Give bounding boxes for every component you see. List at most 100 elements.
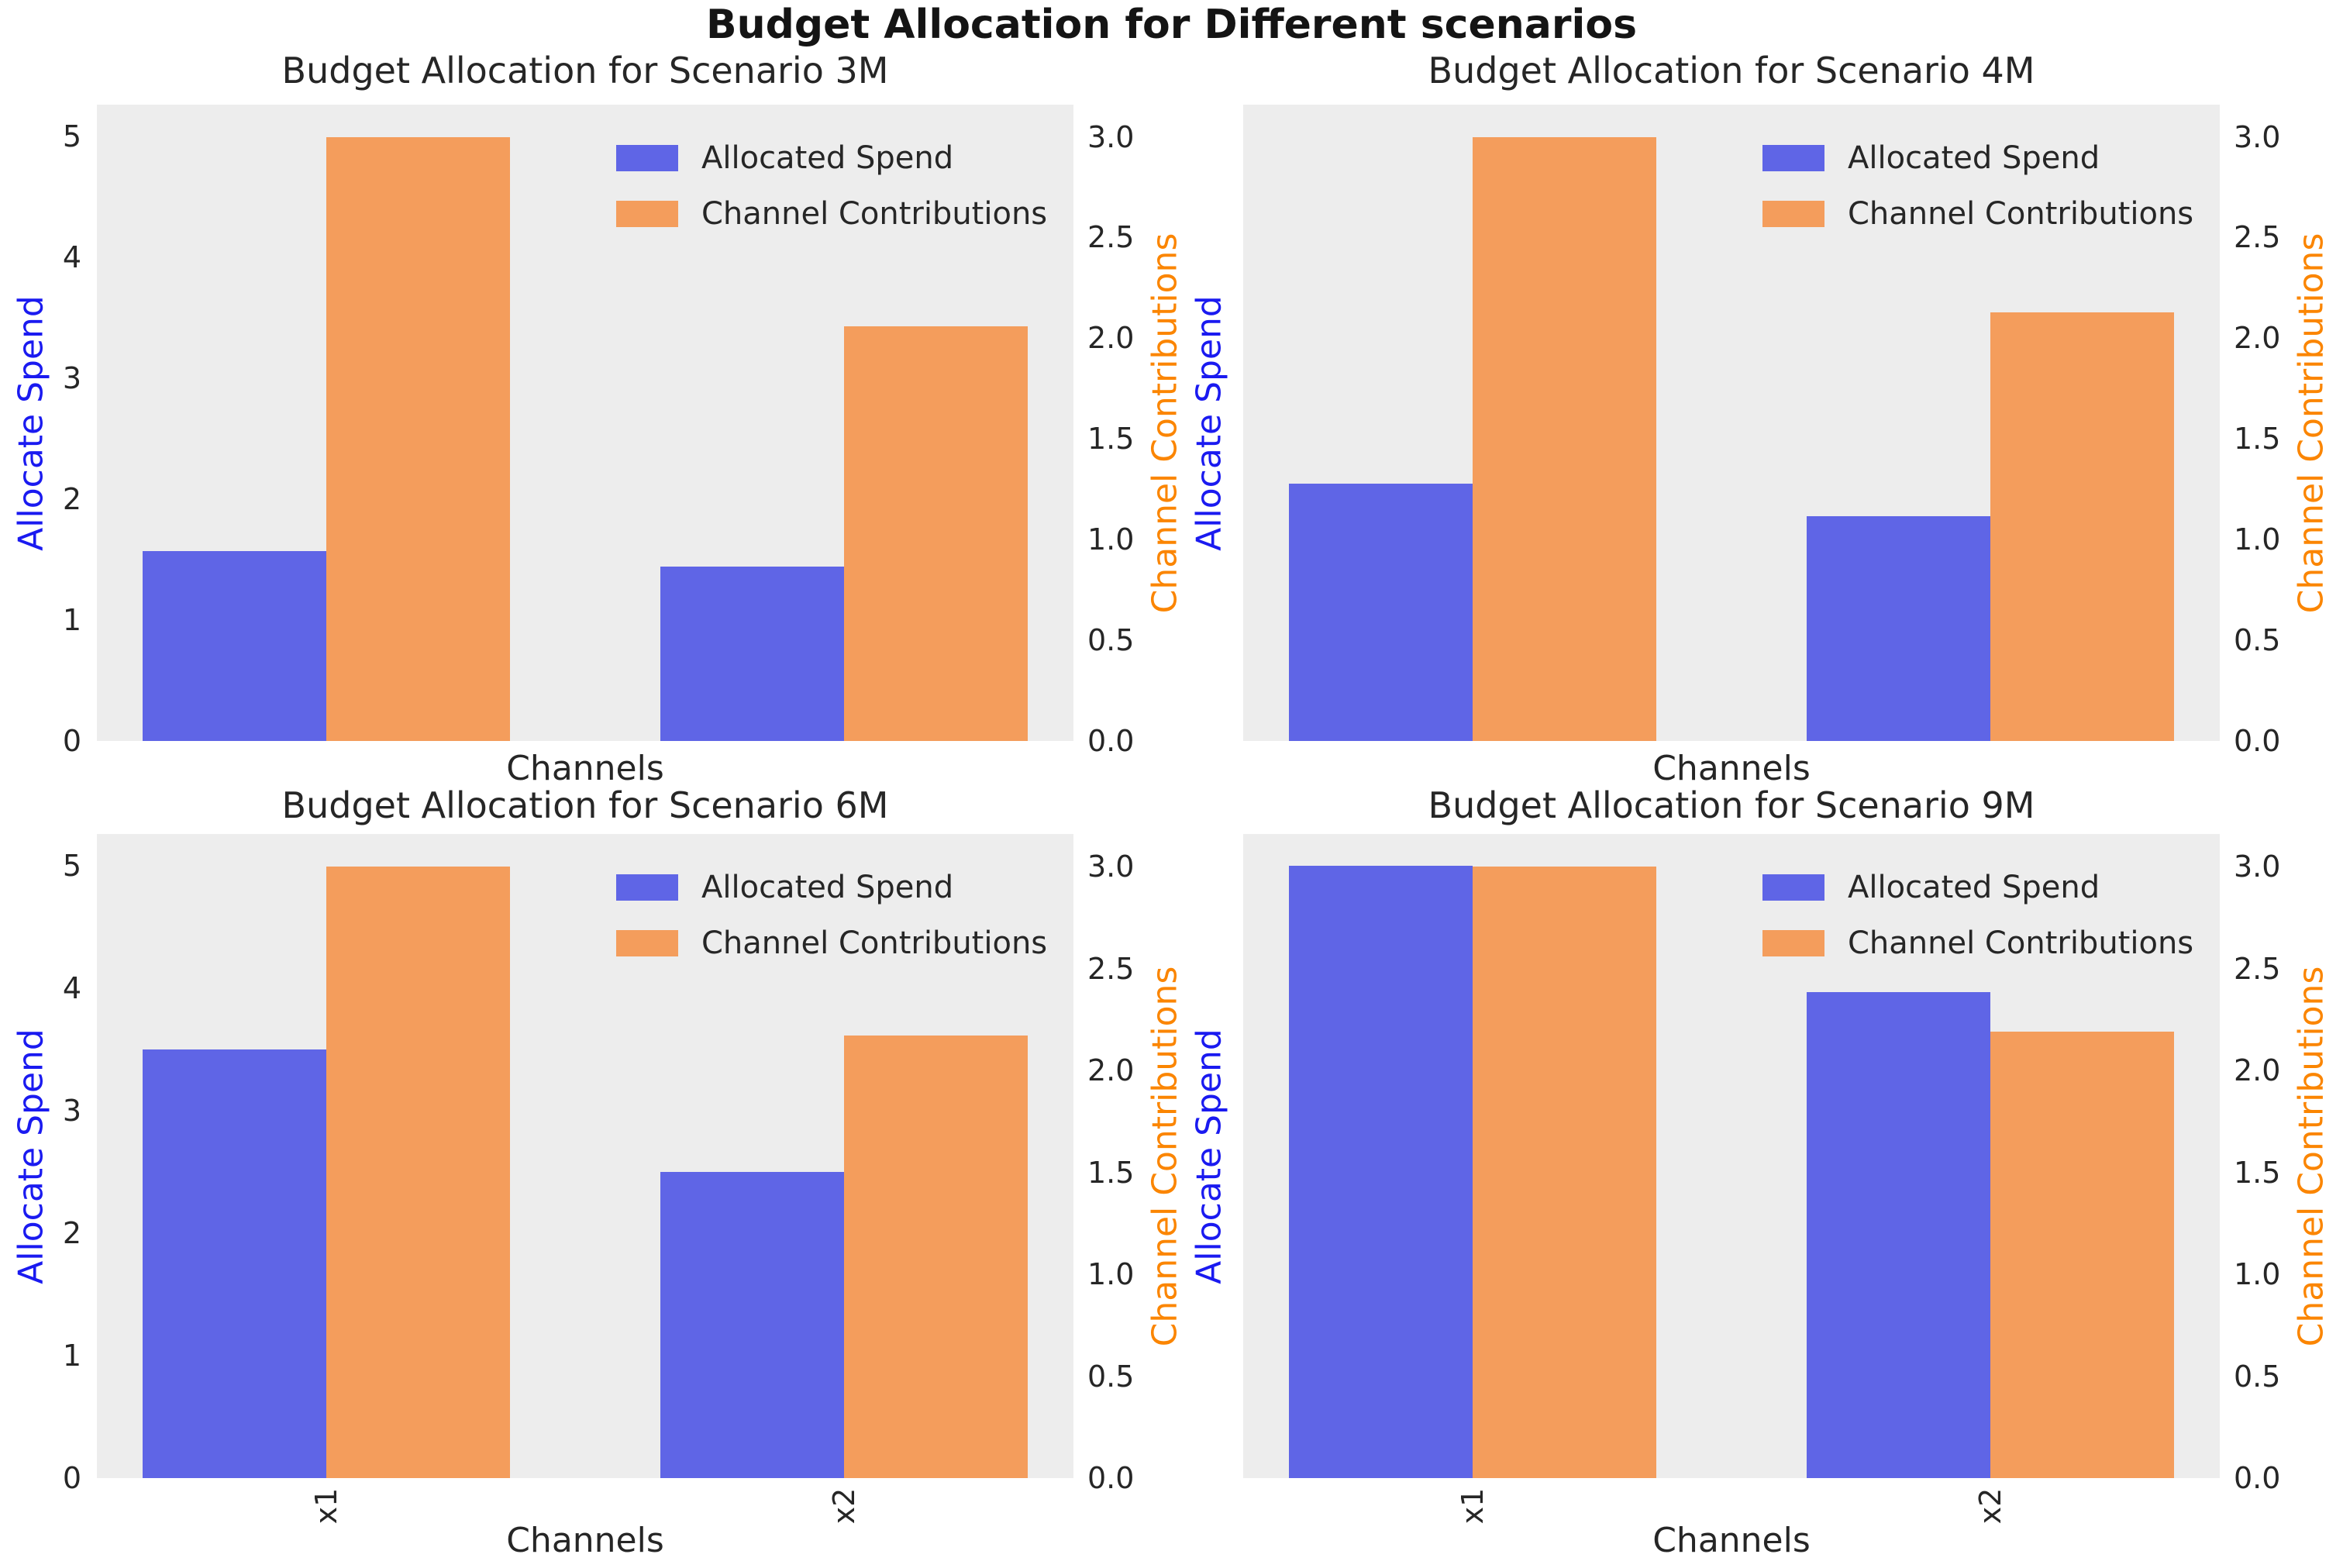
y-tick-left-3-scenario-1: 3 bbox=[62, 360, 81, 395]
bar-channel-contributions-x2-scenario-2 bbox=[1990, 312, 2174, 741]
legend-item-0-scenario-1: Allocated Spend bbox=[616, 140, 1067, 176]
y-axis-label-right-scenario-2: Channel Contributions bbox=[2291, 233, 2331, 613]
y-tick-right-2.5-scenario-4: 2.5 bbox=[2234, 951, 2281, 986]
y-tick-right-3.0-scenario-1: 3.0 bbox=[1087, 119, 1135, 154]
bar-channel-contributions-x2-scenario-3 bbox=[843, 1036, 1028, 1478]
y-tick-right-0.0-scenario-2: 0.0 bbox=[2234, 724, 2281, 758]
y-tick-right-1.0-scenario-3: 1.0 bbox=[1087, 1257, 1135, 1292]
y-axis-label-right-scenario-4: Channel Contributions bbox=[2291, 966, 2331, 1346]
y-axis-label-right-scenario-3: Channel Contributions bbox=[1145, 966, 1185, 1346]
y-tick-right-2.0-scenario-4: 2.0 bbox=[2234, 1053, 2281, 1088]
bar-allocated-spend-x2-scenario-2 bbox=[1806, 516, 1990, 741]
y-tick-right-0.5-scenario-1: 0.5 bbox=[1087, 623, 1135, 658]
y-tick-right-1.0-scenario-1: 1.0 bbox=[1087, 522, 1135, 557]
subplot-title-scenario-3: Budget Allocation for Scenario 6M bbox=[281, 784, 889, 826]
x-axis-label-scenario-1: Channels bbox=[506, 749, 664, 788]
y-tick-right-2.5-scenario-1: 2.5 bbox=[1087, 220, 1135, 255]
x-axis-label-scenario-3: Channels bbox=[506, 1521, 664, 1560]
legend-label: Allocated Spend bbox=[701, 140, 954, 176]
legend-item-0-scenario-3: Allocated Spend bbox=[616, 870, 1067, 905]
legend-item-1-scenario-3: Channel Contributions bbox=[616, 925, 1067, 961]
legend-label: Allocated Spend bbox=[1848, 140, 2100, 176]
x-tick-x2-scenario-3: x2 bbox=[826, 1487, 861, 1525]
y-tick-left-0-scenario-3: 0 bbox=[62, 1461, 81, 1495]
y-tick-right-2.0-scenario-2: 2.0 bbox=[2234, 321, 2281, 356]
y-tick-right-3.0-scenario-3: 3.0 bbox=[1087, 849, 1135, 884]
y-axis-label-right-scenario-1: Channel Contributions bbox=[1145, 233, 1185, 613]
y-tick-left-0-scenario-1: 0 bbox=[62, 724, 81, 758]
legend-label: Channel Contributions bbox=[701, 925, 1048, 961]
bar-allocated-spend-x1-scenario-1 bbox=[143, 551, 327, 741]
y-tick-right-2.5-scenario-2: 2.5 bbox=[2234, 220, 2281, 255]
legend-label: Channel Contributions bbox=[701, 196, 1048, 232]
x-tick-x1-scenario-4: x1 bbox=[1456, 1487, 1490, 1525]
bar-channel-contributions-x1-scenario-4 bbox=[1473, 867, 1657, 1478]
legend-swatch-contrib_bar bbox=[1762, 201, 1824, 227]
legend-swatch-contrib_bar bbox=[1762, 930, 1824, 956]
bar-allocated-spend-x1-scenario-4 bbox=[1289, 866, 1473, 1478]
y-tick-right-2.5-scenario-3: 2.5 bbox=[1087, 951, 1135, 986]
legend-scenario-2: Allocated Spend Channel Contributions bbox=[1762, 140, 2214, 232]
y-tick-left-2-scenario-3: 2 bbox=[62, 1216, 81, 1251]
legend-scenario-4: Allocated Spend Channel Contributions bbox=[1762, 870, 2214, 961]
x-tick-x1-scenario-3: x1 bbox=[309, 1487, 344, 1525]
legend-label: Allocated Spend bbox=[701, 870, 954, 905]
bar-allocated-spend-x1-scenario-3 bbox=[143, 1049, 327, 1478]
y-tick-right-0.5-scenario-4: 0.5 bbox=[2234, 1359, 2281, 1394]
y-axis-label-left-scenario-1: Allocate Spend bbox=[11, 295, 51, 551]
x-tick-x2-scenario-4: x2 bbox=[1973, 1487, 2007, 1525]
bar-channel-contributions-x2-scenario-1 bbox=[843, 326, 1028, 741]
legend-swatch-contrib_bar bbox=[616, 201, 678, 227]
y-tick-right-3.0-scenario-4: 3.0 bbox=[2234, 849, 2281, 884]
y-tick-right-0.0-scenario-3: 0.0 bbox=[1087, 1461, 1135, 1495]
bar-channel-contributions-x2-scenario-4 bbox=[1990, 1032, 2174, 1478]
legend-item-0-scenario-2: Allocated Spend bbox=[1762, 140, 2214, 176]
bar-allocated-spend-x2-scenario-1 bbox=[660, 567, 844, 741]
legend-scenario-1: Allocated Spend Channel Contributions bbox=[616, 140, 1067, 232]
legend-swatch-spend_bar bbox=[616, 874, 678, 901]
y-tick-left-4-scenario-1: 4 bbox=[62, 240, 81, 274]
y-tick-right-1.5-scenario-3: 1.5 bbox=[1087, 1155, 1135, 1190]
bar-channel-contributions-x1-scenario-1 bbox=[326, 137, 511, 741]
legend-item-0-scenario-4: Allocated Spend bbox=[1762, 870, 2214, 905]
bar-channel-contributions-x1-scenario-3 bbox=[326, 867, 511, 1478]
bar-allocated-spend-x2-scenario-4 bbox=[1806, 992, 1990, 1478]
y-tick-left-5-scenario-1: 5 bbox=[62, 119, 81, 153]
y-tick-left-5-scenario-3: 5 bbox=[62, 849, 81, 884]
y-axis-label-left-scenario-2: Allocate Spend bbox=[1189, 295, 1229, 551]
subplot-title-scenario-1: Budget Allocation for Scenario 3M bbox=[281, 50, 889, 91]
legend-swatch-spend_bar bbox=[1762, 145, 1824, 171]
legend-swatch-spend_bar bbox=[616, 145, 678, 171]
y-tick-left-1-scenario-3: 1 bbox=[62, 1339, 81, 1373]
y-tick-right-0.5-scenario-2: 0.5 bbox=[2234, 623, 2281, 658]
legend-item-1-scenario-2: Channel Contributions bbox=[1762, 196, 2214, 232]
y-tick-left-2-scenario-1: 2 bbox=[62, 481, 81, 516]
x-axis-label-scenario-2: Channels bbox=[1652, 749, 1811, 788]
y-tick-right-1.5-scenario-4: 1.5 bbox=[2234, 1155, 2281, 1190]
y-tick-right-0.0-scenario-4: 0.0 bbox=[2234, 1461, 2281, 1495]
legend-swatch-spend_bar bbox=[1762, 874, 1824, 901]
bar-allocated-spend-x2-scenario-3 bbox=[660, 1172, 844, 1478]
subplot-title-scenario-2: Budget Allocation for Scenario 4M bbox=[1428, 50, 2035, 91]
legend-item-1-scenario-4: Channel Contributions bbox=[1762, 925, 2214, 961]
y-tick-left-4-scenario-3: 4 bbox=[62, 971, 81, 1006]
y-tick-right-2.0-scenario-3: 2.0 bbox=[1087, 1053, 1135, 1088]
y-tick-right-2.0-scenario-1: 2.0 bbox=[1087, 321, 1135, 356]
y-tick-right-1.0-scenario-2: 1.0 bbox=[2234, 522, 2281, 557]
y-tick-left-1-scenario-1: 1 bbox=[62, 602, 81, 637]
y-tick-right-0.5-scenario-3: 0.5 bbox=[1087, 1359, 1135, 1394]
legend-label: Channel Contributions bbox=[1848, 925, 2194, 961]
bar-allocated-spend-x1-scenario-2 bbox=[1289, 484, 1473, 741]
legend-label: Allocated Spend bbox=[1848, 870, 2100, 905]
y-tick-right-3.0-scenario-2: 3.0 bbox=[2234, 119, 2281, 154]
figure-suptitle: Budget Allocation for Different scenario… bbox=[705, 2, 1638, 48]
legend-swatch-contrib_bar bbox=[616, 930, 678, 956]
y-axis-label-left-scenario-3: Allocate Spend bbox=[11, 1028, 51, 1284]
legend-label: Channel Contributions bbox=[1848, 196, 2194, 232]
legend-scenario-3: Allocated Spend Channel Contributions bbox=[616, 870, 1067, 961]
y-tick-right-1.5-scenario-1: 1.5 bbox=[1087, 422, 1135, 457]
legend-item-1-scenario-1: Channel Contributions bbox=[616, 196, 1067, 232]
y-axis-label-left-scenario-4: Allocate Spend bbox=[1189, 1028, 1229, 1284]
y-tick-right-0.0-scenario-1: 0.0 bbox=[1087, 724, 1135, 758]
